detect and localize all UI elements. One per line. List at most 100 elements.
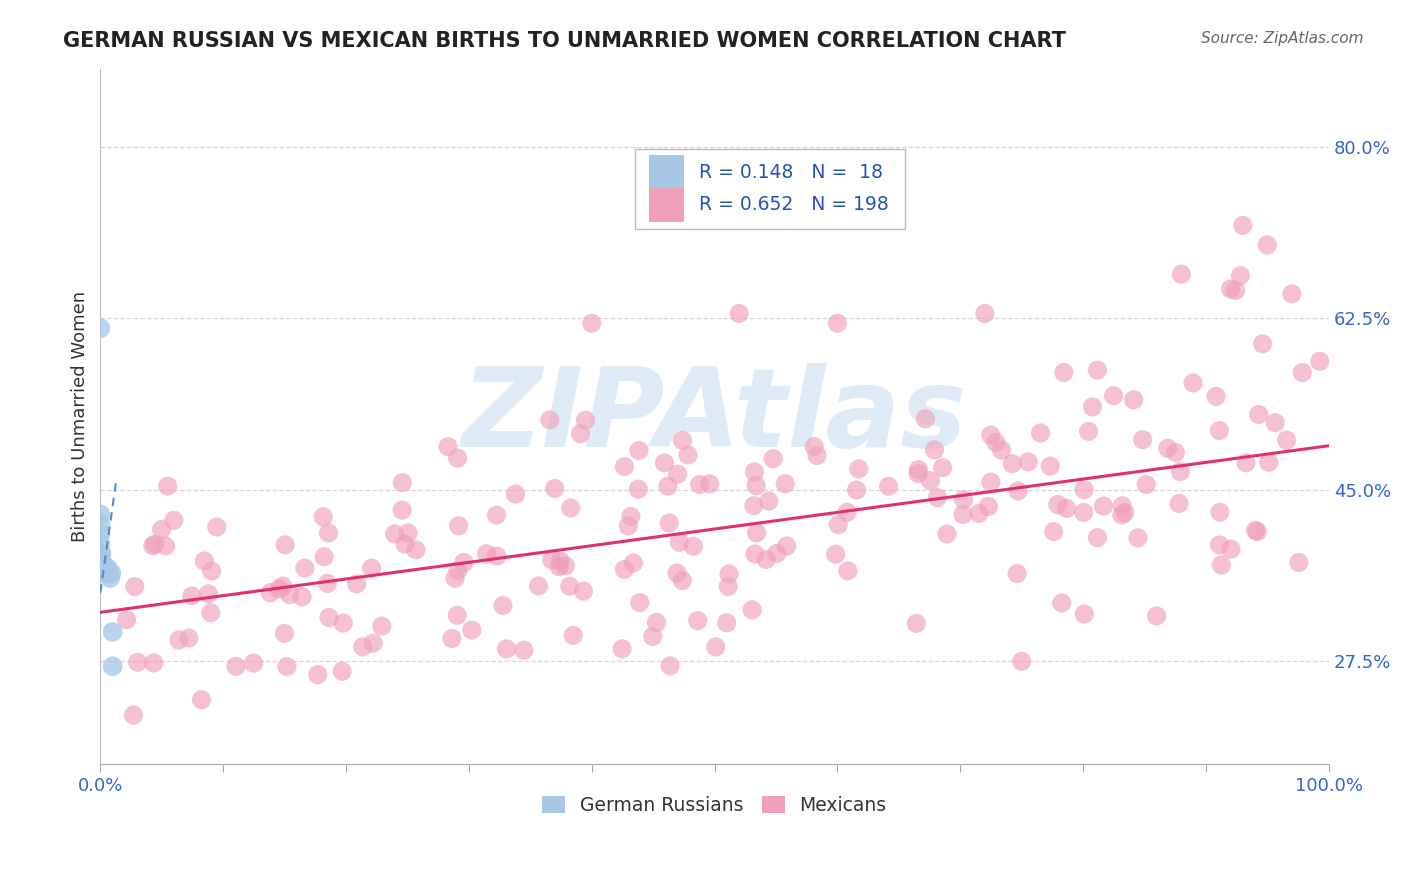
Point	[391, 503, 413, 517]
Text: R = 0.148   N =  18: R = 0.148 N = 18	[699, 162, 883, 182]
Point	[931, 460, 953, 475]
Point	[1219, 542, 1241, 557]
Point	[89, 537, 111, 551]
Point	[977, 500, 1000, 514]
Point	[346, 577, 368, 591]
Point	[717, 579, 740, 593]
Point	[1111, 508, 1133, 522]
Point	[90, 557, 112, 571]
Point	[193, 554, 215, 568]
Point	[621, 556, 644, 570]
Point	[1011, 654, 1033, 668]
Point	[444, 571, 467, 585]
Point	[1122, 392, 1144, 407]
Point	[316, 576, 339, 591]
Point	[1029, 425, 1052, 440]
Point	[980, 475, 1002, 490]
Point	[704, 640, 727, 654]
Point	[155, 539, 177, 553]
Point	[201, 564, 224, 578]
Point	[845, 483, 868, 497]
Point	[1081, 400, 1104, 414]
Point	[572, 584, 595, 599]
Point	[1102, 389, 1125, 403]
Point	[527, 579, 550, 593]
Point	[1264, 416, 1286, 430]
Point	[1017, 455, 1039, 469]
Point	[1208, 538, 1230, 552]
Point	[952, 508, 974, 522]
Point	[274, 538, 297, 552]
Point	[744, 465, 766, 479]
Point	[259, 585, 281, 599]
Point	[307, 667, 329, 681]
FancyBboxPatch shape	[634, 149, 905, 228]
Point	[101, 659, 124, 673]
Point	[581, 316, 603, 330]
Point	[91, 557, 114, 571]
Point	[627, 443, 650, 458]
Point	[447, 518, 470, 533]
Point	[627, 482, 650, 496]
Point	[620, 509, 643, 524]
Point	[1126, 531, 1149, 545]
Point	[332, 616, 354, 631]
Point	[269, 582, 291, 596]
Point	[1073, 483, 1095, 497]
Point	[1046, 498, 1069, 512]
Point	[437, 440, 460, 454]
Point	[1225, 283, 1247, 297]
Point	[742, 499, 765, 513]
Point	[654, 456, 676, 470]
Point	[167, 633, 190, 648]
Point	[391, 475, 413, 490]
Legend: German Russians, Mexicans: German Russians, Mexicans	[533, 787, 896, 824]
Y-axis label: Births to Unmarried Women: Births to Unmarried Women	[72, 291, 89, 542]
Point	[124, 580, 146, 594]
Point	[384, 527, 406, 541]
Point	[446, 451, 468, 466]
Point	[1256, 238, 1278, 252]
Point	[1092, 499, 1115, 513]
Point	[1168, 496, 1191, 510]
Point	[1050, 596, 1073, 610]
Point	[1170, 267, 1192, 281]
Point	[89, 508, 111, 522]
Point	[242, 656, 264, 670]
Point	[671, 574, 693, 588]
Point	[936, 527, 959, 541]
Point	[97, 566, 120, 581]
Point	[613, 562, 636, 576]
Point	[1291, 366, 1313, 380]
Point	[205, 520, 228, 534]
Point	[447, 564, 470, 578]
Point	[312, 509, 335, 524]
Point	[666, 467, 689, 482]
Point	[122, 708, 145, 723]
Point	[453, 556, 475, 570]
Point	[1281, 286, 1303, 301]
Point	[1001, 457, 1024, 471]
Point	[150, 523, 173, 537]
Point	[877, 479, 900, 493]
Point	[190, 692, 212, 706]
Point	[1309, 354, 1331, 368]
Point	[762, 451, 785, 466]
Point	[1232, 219, 1254, 233]
Point	[628, 596, 651, 610]
Point	[142, 539, 165, 553]
Point	[505, 487, 527, 501]
Point	[1146, 608, 1168, 623]
Point	[360, 561, 382, 575]
Point	[741, 603, 763, 617]
Point	[371, 619, 394, 633]
Point	[569, 426, 592, 441]
Point	[163, 513, 186, 527]
Point	[89, 527, 111, 541]
Point	[1244, 524, 1267, 538]
Point	[1114, 506, 1136, 520]
Point	[1053, 366, 1076, 380]
Point	[548, 554, 571, 568]
Point	[548, 559, 571, 574]
Point	[560, 500, 582, 515]
